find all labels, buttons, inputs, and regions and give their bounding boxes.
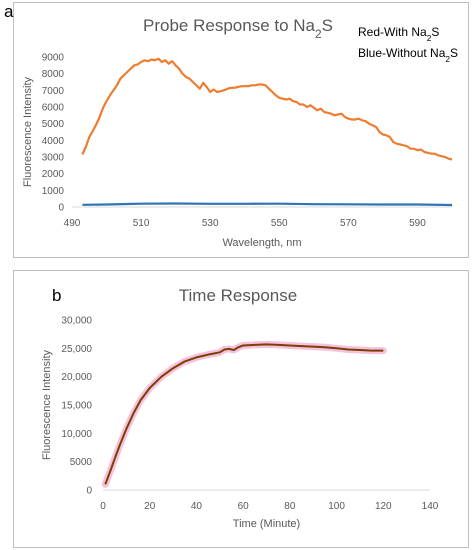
chart-b-y-tick-label: 10,000 (61, 429, 92, 440)
chart-a-y-tick-label: 9000 (42, 53, 65, 64)
chart-b-y-tick-label: 5000 (70, 457, 93, 468)
panel-b-letter: b (52, 286, 62, 305)
chart-a-x-axis-label: Wavelength, nm (222, 237, 301, 249)
chart-b-error-band (101, 340, 387, 488)
chart-b-y-tick-label: 30,000 (61, 316, 92, 327)
chart-a-legend-blue: Blue-Without Na2S (358, 46, 458, 64)
chart-b-x-tick-label: 100 (328, 501, 345, 512)
chart-b-x-tick-label: 20 (144, 501, 156, 512)
chart-b-x-tick-label: 60 (238, 501, 250, 512)
chart-b-y-tick-label: 0 (86, 486, 92, 497)
chart-a-y-tick-label: 3000 (42, 153, 65, 164)
chart-a-y-tick-label: 8000 (42, 69, 65, 80)
chart-b-x-tick-label: 40 (191, 501, 203, 512)
chart-a-x-tick-label: 550 (271, 218, 288, 229)
chart-a-series-without-na2s (82, 202, 453, 207)
chart-a-x-tick-label: 590 (409, 218, 426, 229)
chart-a-y-axis-label: Fluorescence Intensity (22, 76, 34, 187)
chart-b-x-tick-label: 140 (422, 501, 439, 512)
panel-a-letter: a (4, 2, 14, 21)
chart-b-x-tick-label: 80 (284, 501, 296, 512)
chart-a-y-tick-label: 7000 (42, 86, 65, 97)
chart-b-y-tick-label: 20,000 (61, 372, 92, 383)
chart-b-x-tick-label: 120 (375, 501, 392, 512)
chart-b-y-axis-label: Fluorescence Intensity (41, 349, 53, 460)
panel-a-frame (13, 2, 469, 258)
chart-a-y-tick-label: 0 (58, 203, 64, 214)
chart-b-y-tick-label: 15,000 (61, 401, 92, 412)
chart-a-y-tick-label: 4000 (42, 136, 65, 147)
chart-b-y-tick-label: 25,000 (61, 344, 92, 355)
panel-b-frame (13, 270, 469, 548)
chart-a-x-tick-label: 530 (202, 218, 219, 229)
chart-b-series-line (104, 343, 384, 485)
chart-a-y-tick-label: 1000 (42, 186, 65, 197)
chart-a-x-tick-label: 570 (340, 218, 357, 229)
chart-b-x-axis-label: Time (Minute) (233, 518, 300, 530)
chart-b-x-tick-label: 0 (100, 501, 106, 512)
chart-a-x-tick-label: 510 (133, 218, 150, 229)
chart-a-legend-red: Red-With Na2S (358, 25, 439, 43)
chart-a-y-tick-label: 2000 (42, 169, 65, 180)
chart-a-y-tick-label: 5000 (42, 119, 65, 130)
chart-a-series-with-na2s (81, 57, 453, 161)
chart-b-title: Time Response (179, 286, 297, 305)
chart-a-y-tick-label: 6000 (42, 103, 65, 114)
chart-a-x-tick-label: 490 (64, 218, 81, 229)
chart-a-title: Probe Response to Na2S (143, 16, 333, 41)
